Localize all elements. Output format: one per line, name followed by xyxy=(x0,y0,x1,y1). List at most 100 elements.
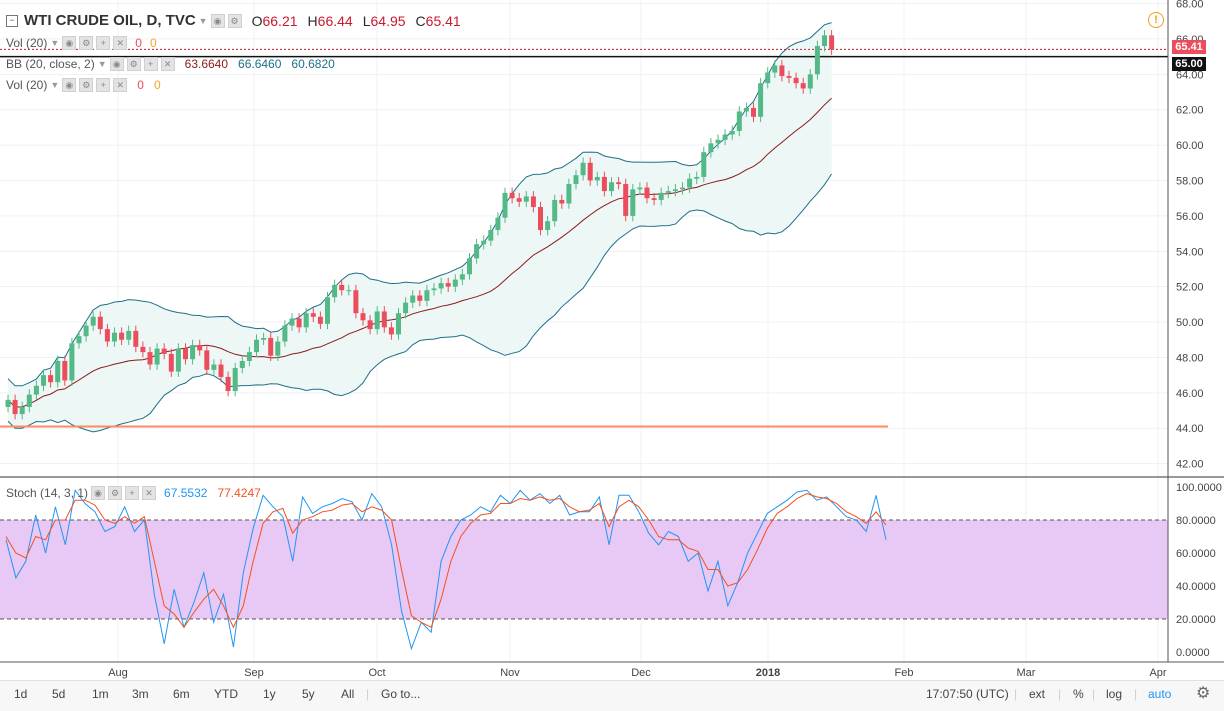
candle-body xyxy=(495,217,501,231)
candle-body xyxy=(701,152,707,177)
eye-icon[interactable]: ◉ xyxy=(91,486,106,500)
candle-body xyxy=(332,284,338,298)
candle-body xyxy=(48,375,54,383)
range-1y[interactable]: 1y xyxy=(263,687,276,701)
chevron-down-icon[interactable]: ▼ xyxy=(50,80,60,90)
candle-body xyxy=(381,311,387,328)
stoch-y-tick-label: 80.0000 xyxy=(1176,515,1216,527)
candle-body xyxy=(33,385,39,395)
close-icon[interactable]: ✕ xyxy=(160,57,175,71)
range-1d[interactable]: 1d xyxy=(14,687,28,701)
candle-body xyxy=(317,316,323,324)
open-value: 66.21 xyxy=(262,12,298,29)
range-6m[interactable]: 6m xyxy=(173,687,190,701)
auto-toggle[interactable]: auto xyxy=(1148,687,1172,701)
eye-icon[interactable]: ◉ xyxy=(62,36,77,50)
bb-lower-value: 60.6820 xyxy=(291,57,335,71)
y-tick-label: 68.00 xyxy=(1176,0,1204,11)
plus-icon[interactable]: + xyxy=(143,57,158,71)
chevron-down-icon[interactable]: ▼ xyxy=(50,38,60,48)
range-3m[interactable]: 3m xyxy=(132,687,149,701)
close-icon[interactable]: ✕ xyxy=(142,486,157,500)
stoch-band-fill xyxy=(0,520,1168,619)
collapse-icon[interactable]: − xyxy=(6,14,18,27)
plus-icon[interactable]: + xyxy=(96,78,111,92)
bb-label[interactable]: BB (20, close, 2) xyxy=(6,57,95,71)
close-icon[interactable]: ✕ xyxy=(113,36,128,50)
vol-legend: Vol (20) ▼ ◉ ⚙ + ✕ 0 0 xyxy=(6,78,161,92)
candle-body xyxy=(12,399,18,415)
candle-body xyxy=(587,162,593,181)
candle-body xyxy=(55,360,61,383)
candle-body xyxy=(793,77,799,84)
candle-body xyxy=(239,360,245,369)
range-5y[interactable]: 5y xyxy=(302,687,315,701)
divider: | xyxy=(1058,687,1062,701)
eye-icon[interactable]: ◉ xyxy=(62,78,77,92)
vol-value-2: 0 xyxy=(153,78,161,92)
candle-body xyxy=(445,283,451,287)
candle-body xyxy=(90,316,96,326)
candle-body xyxy=(197,345,203,351)
candle-body xyxy=(310,313,316,317)
candle-body xyxy=(112,332,117,342)
candle-body xyxy=(694,176,700,179)
candle-body xyxy=(346,290,352,292)
y-tick-label: 50.00 xyxy=(1176,317,1204,329)
candle-body xyxy=(651,198,657,200)
percent-toggle[interactable]: % xyxy=(1073,687,1084,701)
candle-body xyxy=(388,327,394,335)
candle-body xyxy=(758,83,764,117)
x-tick-label: Dec xyxy=(631,667,651,679)
goto-button[interactable]: Go to... xyxy=(381,687,421,701)
candle-body xyxy=(225,376,231,392)
vol-label[interactable]: Vol (20) xyxy=(6,78,48,92)
gear-icon[interactable]: ⚙ xyxy=(79,36,94,50)
range-ytd[interactable]: YTD xyxy=(214,687,238,701)
eye-icon[interactable]: ◉ xyxy=(109,57,124,71)
x-tick-label: Aug xyxy=(108,667,128,679)
plus-icon[interactable]: + xyxy=(125,486,140,500)
candle-body xyxy=(431,288,437,291)
candle-body xyxy=(672,189,678,192)
candle-body xyxy=(69,343,75,381)
settings-gear-icon[interactable]: ⚙ xyxy=(1196,685,1211,702)
stoch-y-tick-label: 20.0000 xyxy=(1176,614,1216,626)
stoch-label[interactable]: Stoch (14, 3, 1) xyxy=(6,486,89,500)
eye-icon[interactable]: ◉ xyxy=(210,13,225,28)
bollinger-fill xyxy=(8,22,832,432)
gear-icon[interactable]: ⚙ xyxy=(79,78,94,92)
candle-body xyxy=(736,111,742,131)
candle-body xyxy=(403,302,409,314)
vol-top-legend: Vol (20) ▼ ◉ ⚙ + ✕ 0 0 xyxy=(6,36,157,50)
gear-icon[interactable]: ⚙ xyxy=(227,13,242,28)
stoch-y-tick-label: 100.0000 xyxy=(1176,482,1222,494)
candle-body xyxy=(289,318,295,326)
divider: | xyxy=(1014,687,1018,701)
close-icon[interactable]: ✕ xyxy=(113,78,128,92)
log-toggle[interactable]: log xyxy=(1106,687,1123,701)
candle-body xyxy=(623,184,629,216)
level-price-tag: 65.00 xyxy=(1172,57,1206,71)
candle-body xyxy=(822,35,827,47)
ext-toggle[interactable]: ext xyxy=(1029,687,1046,701)
candle-body xyxy=(19,406,25,415)
bollinger-lines xyxy=(0,22,1168,433)
range-1m[interactable]: 1m xyxy=(92,687,109,701)
plus-icon[interactable]: + xyxy=(96,36,111,50)
range-all[interactable]: All xyxy=(341,687,355,701)
range-5d[interactable]: 5d xyxy=(52,687,66,701)
candle-body xyxy=(154,348,160,365)
candle-body xyxy=(232,368,238,392)
candle-body xyxy=(168,353,174,372)
gear-icon[interactable]: ⚙ xyxy=(108,486,123,500)
candle-body xyxy=(644,187,650,199)
vol-top-label[interactable]: Vol (20) xyxy=(6,36,48,50)
symbol-title[interactable]: WTI CRUDE OIL, D, TVC xyxy=(24,12,196,29)
chart-area[interactable]: 42.00 44.00 46.00 48.00 50.00 52.00 54.00 56.00… xyxy=(0,0,1224,680)
gear-icon[interactable]: ⚙ xyxy=(126,57,141,71)
alert-icon[interactable]: ! xyxy=(1148,12,1164,28)
chevron-down-icon[interactable]: ▼ xyxy=(198,15,208,26)
chevron-down-icon[interactable]: ▼ xyxy=(97,59,107,69)
candle-body xyxy=(616,182,622,185)
